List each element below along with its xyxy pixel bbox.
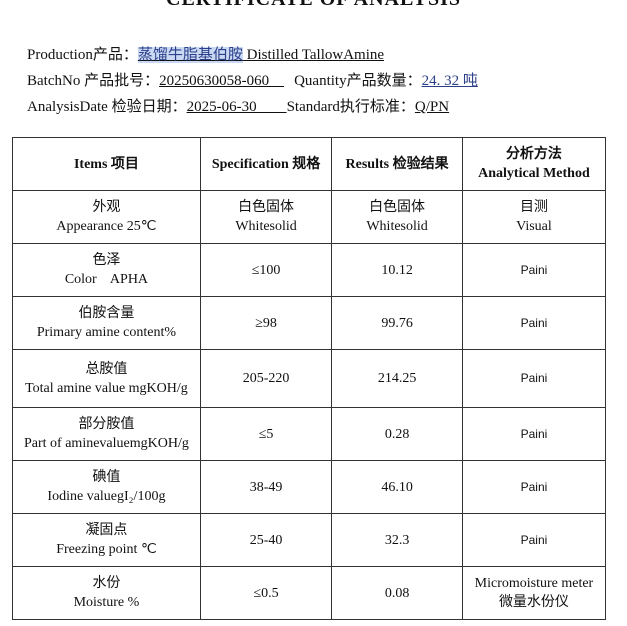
method: Micromoisture meter [474, 576, 594, 591]
method-cell: Micromoisture meter 微量水份仪 [461, 566, 607, 620]
method-cell: Paini [461, 349, 607, 408]
item-cell: 外观 Appearance 25℃ [12, 190, 201, 244]
method-cn: 微量水份仪 [498, 595, 569, 610]
method-cell: Paini [461, 243, 607, 297]
spec-cn: 白色固体 [238, 200, 295, 215]
spec-cell: ≤100 [199, 243, 333, 297]
item-cell: 凝固点 Freezing point ℃ [12, 513, 201, 567]
table-row: 凝固点 Freezing point ℃ 25-40 32.3 Paini [12, 513, 607, 567]
item-en: Moisture % [73, 595, 140, 610]
production-line: Production产品：蒸馏牛脂基伯胺 Distilled TallowAmi… [27, 43, 384, 64]
table-row: 伯胺含量 Primary amine content% ≥98 99.76 Pai… [12, 296, 607, 350]
result: Whitesolid [366, 219, 428, 234]
header-items: Items 项目 [12, 137, 201, 191]
quantity-label: Quantity产品数量： [294, 73, 422, 89]
item-cn: 总胺值 [85, 361, 128, 377]
table-row: 外观 Appearance 25℃ 白色固体 Whitesolid 白色固体 Whit… [12, 190, 607, 244]
header-results: Results 检验结果 [331, 137, 463, 191]
analysis-table: Items 项目 Specification 规格 Results 检验结果 分… [12, 137, 607, 620]
result-cell: 99.76 [331, 296, 463, 350]
method-cell: Paini [461, 296, 607, 350]
document-title: CERTIFICATE OF ANALYSIS [0, 0, 627, 11]
method: Visual [516, 219, 552, 234]
table-row: 部分胺值 Part of aminevaluemgKOH/g ≤5 0.28 Pa… [12, 407, 607, 461]
item-cn: 凝固点 [85, 523, 128, 538]
item-en: Color APHA [64, 272, 149, 287]
item-cn: 伯胺含量 [78, 306, 135, 321]
table-row: 总胺值 Total amine value mgKOH/g 205-220 214… [12, 349, 607, 408]
production-label: Production产品： [27, 47, 138, 63]
result-cell: 46.10 [331, 460, 463, 514]
standard-label: Standard执行标准： [286, 99, 415, 115]
item-en: Part of aminevaluemgKOH/g [24, 436, 189, 451]
table-row: 色泽 Color APHA ≤100 10.12 Paini [12, 243, 607, 297]
item-en: Total amine value mgKOH/g [25, 380, 188, 396]
batch-line: BatchNo 产品批号：20250630058-060 Quantity产品数… [27, 69, 478, 90]
date-line: AnalysisDate 检验日期：2025-06-30 Standard执行标… [27, 95, 449, 116]
item-cell: 部分胺值 Part of aminevaluemgKOH/g [12, 407, 201, 461]
spec-cell: ≥98 [199, 296, 333, 350]
result-cell: 0.28 [331, 407, 463, 461]
result-cn: 白色固体 [369, 200, 426, 215]
item-en: Freezing point ℃ [56, 542, 157, 557]
header-method-cn: 分析方法 [505, 147, 562, 162]
standard-value: Q/PN [414, 99, 450, 115]
spec-cell: 25-40 [199, 513, 333, 567]
item-cell: 碘值 Iodine valuegI₂/100g [12, 460, 201, 514]
batch-value: 20250630058-060 [159, 73, 285, 89]
item-cell: 总胺值 Total amine value mgKOH/g [12, 349, 201, 408]
header-method: 分析方法 Analytical Method [461, 137, 607, 191]
method-cell: 目测 Visual [461, 190, 607, 244]
table-row: 水份 Moisture % ≤0.5 0.08 Micromoisture met… [12, 566, 607, 620]
production-name-en: Distilled TallowAmine [242, 47, 385, 63]
item-cn: 水份 [92, 576, 121, 591]
item-en: Appearance 25℃ [56, 219, 157, 234]
spec-cell: 205-220 [199, 349, 333, 408]
table-header-row: Items 项目 Specification 规格 Results 检验结果 分… [12, 137, 607, 191]
item-en: Primary amine content% [36, 325, 177, 340]
item-cn: 外观 [92, 200, 121, 215]
quantity-value: 24. 32 吨 [421, 73, 478, 89]
header-method-en: Analytical Method [478, 166, 590, 181]
result-cell: 0.08 [331, 566, 463, 620]
batch-label: BatchNo 产品批号： [27, 73, 160, 89]
item-en: Iodine valuegI₂/100g [47, 489, 166, 504]
spec-cell: 白色固体 Whitesolid [199, 190, 333, 244]
spec: Whitesolid [235, 219, 297, 234]
spec-cell: ≤0.5 [199, 566, 333, 620]
method-cn: 目测 [519, 200, 548, 215]
item-cn: 色泽 [92, 253, 121, 268]
spec-cell: 38-49 [199, 460, 333, 514]
result-cell: 32.3 [331, 513, 463, 567]
method-cell: Paini [461, 460, 607, 514]
method-cell: Paini [461, 407, 607, 461]
result-cell: 10.12 [331, 243, 463, 297]
item-cell: 水份 Moisture % [12, 566, 201, 620]
item-cell: 色泽 Color APHA [12, 243, 201, 297]
item-cn: 部分胺值 [78, 417, 135, 432]
header-specification: Specification 规格 [199, 137, 333, 191]
result-cell: 白色固体 Whitesolid [331, 190, 463, 244]
date-value: 2025-06-30 [186, 99, 287, 115]
date-label: AnalysisDate 检验日期： [27, 99, 187, 115]
method-cell: Paini [461, 513, 607, 567]
item-cell: 伯胺含量 Primary amine content% [12, 296, 201, 350]
item-cn: 碘值 [92, 470, 121, 485]
table-row: 碘值 Iodine valuegI₂/100g 38-49 46.10 Paini [12, 460, 607, 514]
result-cell: 214.25 [331, 349, 463, 408]
production-name-cn[interactable]: 蒸馏牛脂基伯胺 [137, 47, 243, 63]
spec-cell: ≤5 [199, 407, 333, 461]
